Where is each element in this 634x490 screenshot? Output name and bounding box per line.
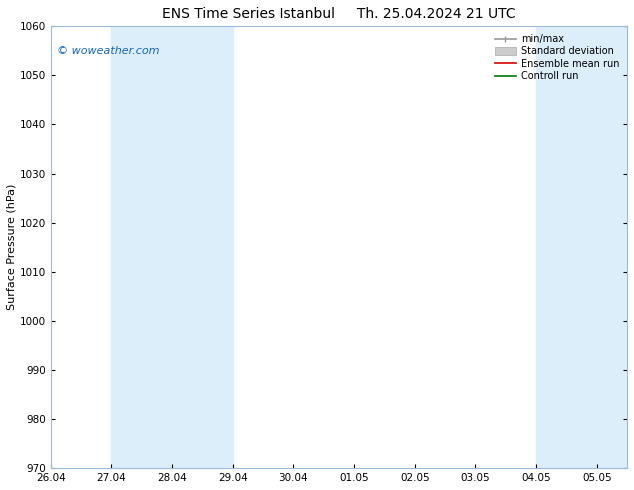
Text: © woweather.com: © woweather.com: [56, 46, 159, 56]
Title: ENS Time Series Istanbul     Th. 25.04.2024 21 UTC: ENS Time Series Istanbul Th. 25.04.2024 …: [162, 7, 515, 21]
Legend: min/max, Standard deviation, Ensemble mean run, Controll run: min/max, Standard deviation, Ensemble me…: [491, 31, 622, 84]
Bar: [536, 26, 627, 468]
Bar: [112, 26, 233, 468]
Y-axis label: Surface Pressure (hPa): Surface Pressure (hPa): [7, 184, 17, 311]
